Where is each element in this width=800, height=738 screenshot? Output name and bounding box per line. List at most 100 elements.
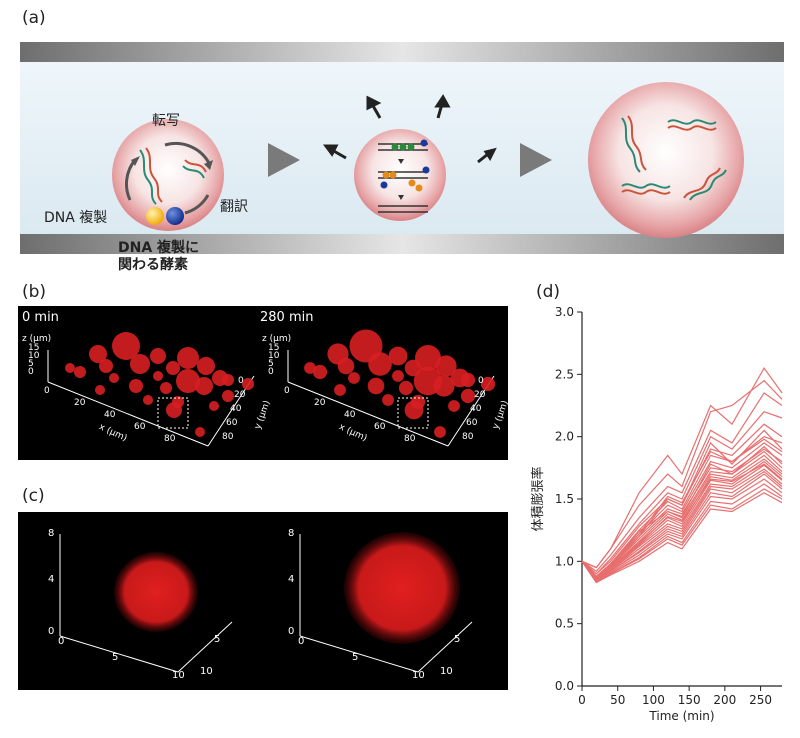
panel-c-microscopy — [59, 532, 473, 673]
series-line-14 — [581, 468, 783, 581]
series-line-23 — [581, 445, 783, 579]
vesicle-blob — [176, 369, 200, 393]
vesicle-blob — [337, 357, 355, 375]
vesicle-blob — [480, 376, 496, 392]
x-tick: 80 — [164, 434, 176, 444]
vesicle-blob — [143, 395, 153, 405]
y-tick: 20 — [474, 390, 486, 400]
vesicle-blob — [222, 374, 234, 386]
x-tick: 10 — [172, 670, 185, 681]
series-line-2 — [581, 379, 783, 569]
series-line-24 — [581, 463, 783, 580]
z-tick: 0 — [288, 626, 295, 637]
x-tick: 0 — [44, 386, 50, 396]
vesicle-blob — [95, 385, 105, 395]
tube-wall-top — [20, 42, 784, 62]
protocell-sphere-right — [588, 82, 744, 238]
vesicle-blob — [434, 426, 446, 438]
vesicle-blob — [382, 394, 394, 406]
z-tick: 4 — [288, 574, 295, 585]
x-tick-label: 250 — [749, 693, 772, 707]
protocell-sphere-left — [112, 119, 224, 231]
y-tick: 40 — [470, 404, 482, 414]
label-transcription: 転写 — [152, 113, 180, 129]
panel-a-label: (a) — [22, 8, 46, 28]
vesicle-blob — [99, 359, 113, 373]
x-tick: 80 — [404, 434, 416, 444]
y-axis-label: 体積膨張率 — [530, 466, 546, 531]
z-tick: 4 — [48, 574, 55, 585]
vesicles-280min — [287, 329, 496, 447]
y-tick: 0 — [478, 376, 484, 386]
y-tick: 0 — [238, 376, 244, 386]
y-tick: 20 — [234, 390, 246, 400]
vesicle-blob — [209, 401, 219, 411]
x-tick: 0 — [298, 636, 305, 647]
x-tick: 0 — [284, 386, 290, 396]
x-tick: 5 — [352, 652, 359, 663]
y-tick-label: 3.0 — [555, 305, 574, 319]
panel-b-label: (b) — [22, 282, 47, 302]
z-tick: 0 — [48, 626, 55, 637]
x-tick-label: 0 — [578, 693, 586, 707]
vesicle-blob — [65, 363, 75, 373]
x-tick: 20 — [314, 398, 326, 408]
z-tick: 15 — [268, 343, 280, 353]
vesicle-blob — [153, 371, 163, 381]
x-tick-label: 100 — [642, 693, 665, 707]
vesicle-blob — [166, 402, 182, 418]
y-tick: 60 — [226, 418, 238, 428]
vesicle-blob — [398, 380, 414, 396]
y-tick-label: 2.0 — [555, 430, 574, 444]
vesicle-blob — [435, 355, 457, 377]
vesicle-blob — [404, 400, 424, 420]
z-tick: 8 — [288, 528, 295, 539]
series-line-17 — [581, 478, 783, 583]
vesicle-blob — [368, 352, 392, 376]
x-tick: 5 — [112, 652, 119, 663]
vesicle-blob — [460, 388, 476, 404]
y-tick: 10 — [440, 666, 453, 677]
vesicle-left — [114, 552, 198, 632]
vesicle-blob — [448, 400, 460, 412]
vesicle-blob — [304, 362, 316, 374]
vesicle-blob — [367, 377, 385, 395]
panel-d-label: (d) — [536, 282, 561, 302]
vesicle-blob — [109, 373, 119, 383]
vesicle-blob — [197, 357, 215, 375]
y-tick: 40 — [230, 404, 242, 414]
series-line-7 — [581, 442, 783, 578]
z-tick: 10 — [268, 351, 280, 361]
axis-z-label-right: z (µm) — [262, 334, 292, 344]
x-tick-label: 200 — [713, 693, 736, 707]
z-tick: 8 — [48, 528, 55, 539]
vesicle-right — [344, 532, 460, 644]
z-tick: 10 — [28, 351, 40, 361]
y-tick: 80 — [462, 432, 474, 442]
vesicle-blob — [112, 332, 140, 360]
vesicle-blob — [348, 372, 360, 384]
vesicle-blob — [460, 372, 476, 388]
series-line-1 — [581, 366, 783, 569]
x-tick: 40 — [344, 410, 356, 420]
panel-a-illustration — [20, 42, 784, 254]
process-arrow-2 — [520, 143, 552, 177]
z-tick: 5 — [268, 359, 274, 369]
highlight-box — [397, 397, 429, 429]
series-line-20 — [581, 492, 783, 584]
x-tick: 10 — [412, 670, 425, 681]
time-label-280min: 280 min — [260, 310, 314, 325]
vesicle-blob — [195, 427, 205, 437]
blue-enzyme-icon — [166, 207, 184, 225]
label-dna-replication: DNA 複製 — [44, 210, 108, 226]
vesicle-blob — [222, 390, 234, 402]
volume-expansion-chart: 0.0 0.5 1.0 1.5 2.0 2.5 3.0 0 50 100 150 200 250 Time… — [530, 305, 783, 723]
y-tick-label: 1.5 — [555, 492, 574, 506]
axis-z-label-left: z (µm) — [22, 334, 52, 344]
x-tick: 60 — [134, 422, 146, 432]
x-tick-label: 50 — [610, 693, 625, 707]
time-label-0min: 0 min — [22, 310, 59, 325]
vesicle-blob — [392, 370, 404, 382]
x-tick: 0 — [58, 636, 65, 647]
z-tick: 15 — [28, 343, 40, 353]
